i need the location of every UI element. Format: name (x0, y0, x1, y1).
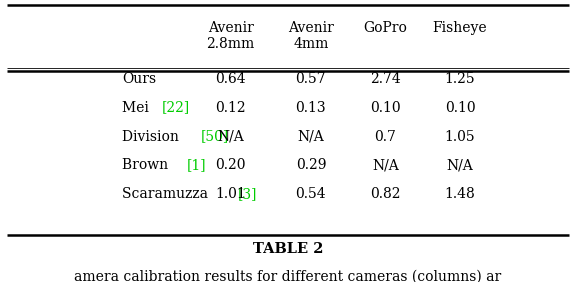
Text: TABLE 2: TABLE 2 (253, 242, 323, 256)
Text: 1.48: 1.48 (445, 188, 475, 201)
Text: 0.57: 0.57 (295, 72, 326, 86)
Text: Brown: Brown (122, 158, 172, 173)
Text: Fisheye: Fisheye (433, 21, 487, 35)
Text: 0.7: 0.7 (374, 129, 396, 144)
Text: 0.10: 0.10 (370, 101, 401, 114)
Text: Avenir
4mm: Avenir 4mm (288, 21, 334, 51)
Text: Division: Division (122, 129, 183, 144)
Text: Ours: Ours (122, 72, 156, 86)
Text: 0.54: 0.54 (295, 188, 326, 201)
Text: 1.01: 1.01 (215, 188, 246, 201)
Text: 0.10: 0.10 (445, 101, 475, 114)
Text: 0.12: 0.12 (215, 101, 246, 114)
Text: Scaramuzza: Scaramuzza (122, 188, 212, 201)
Text: GoPro: GoPro (363, 21, 407, 35)
Text: 2.74: 2.74 (370, 72, 401, 86)
Text: [50]: [50] (200, 129, 229, 144)
Text: 0.64: 0.64 (215, 72, 246, 86)
Text: N/A: N/A (298, 129, 324, 144)
Text: N/A: N/A (446, 158, 473, 173)
Text: amera calibration results for different cameras (columns) ar: amera calibration results for different … (74, 269, 502, 282)
Text: Mei: Mei (122, 101, 153, 114)
Text: N/A: N/A (217, 129, 244, 144)
Text: [3]: [3] (238, 188, 257, 201)
Text: [1]: [1] (187, 158, 206, 173)
Text: 0.20: 0.20 (215, 158, 246, 173)
Text: N/A: N/A (372, 158, 399, 173)
Text: 1.05: 1.05 (445, 129, 475, 144)
Text: 0.29: 0.29 (295, 158, 326, 173)
Text: [22]: [22] (162, 101, 190, 114)
Text: Avenir
2.8mm: Avenir 2.8mm (207, 21, 255, 51)
Text: 0.13: 0.13 (295, 101, 326, 114)
Text: 0.82: 0.82 (370, 188, 401, 201)
Text: 1.25: 1.25 (445, 72, 475, 86)
